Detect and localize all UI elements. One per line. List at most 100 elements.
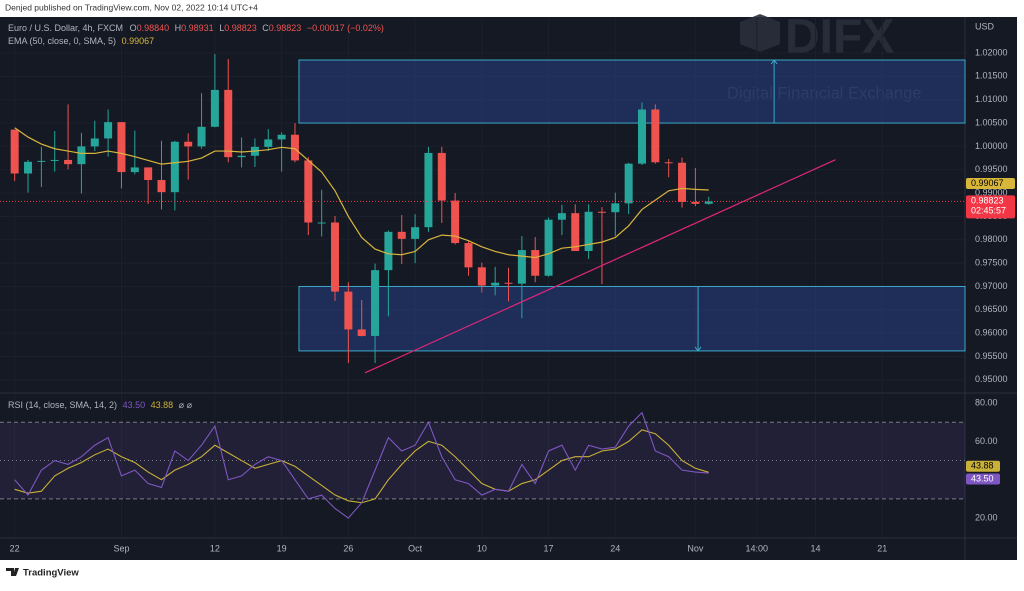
ema-legend: EMA (50, close, 0, SMA, 5) 0.99067 <box>8 36 154 46</box>
ema-tag-label: 0.99067 <box>971 178 1004 188</box>
watermark: DIFX Digital Financial Exchange <box>727 11 921 103</box>
ema-value: 0.99067 <box>122 36 155 46</box>
candle-body <box>424 152 433 228</box>
x-tick-label: 22 <box>10 543 20 553</box>
legend-key: L <box>219 23 224 33</box>
x-tick-label: 19 <box>277 543 287 553</box>
rsi-tag <box>966 473 1000 485</box>
candle-body <box>277 134 286 140</box>
price-tag <box>966 195 1015 219</box>
candle-body <box>557 213 566 220</box>
y-tick-label: 80.00 <box>975 397 998 407</box>
symbol-legend: Euro / U.S. Dollar, 4h, FXCM O0.98840 H0… <box>8 23 384 33</box>
legend-value: 0.98931 <box>181 23 214 33</box>
candle-body <box>584 211 593 251</box>
candle-body <box>317 222 326 224</box>
rsi-value: 43.50 <box>123 400 146 410</box>
x-tick-label: 17 <box>544 543 554 553</box>
candle-body <box>531 250 540 276</box>
candle-body <box>237 155 246 158</box>
rsi-tag <box>966 460 1000 472</box>
candle-body <box>37 160 46 162</box>
candle-body <box>331 222 340 292</box>
candle-body <box>491 282 500 286</box>
y-tick-label: 0.97500 <box>975 258 1008 268</box>
candle-body <box>130 167 139 173</box>
footer-brand: TradingView <box>23 568 79 579</box>
footer-logo <box>6 568 19 576</box>
candle-body <box>397 231 406 239</box>
rsi-ma-value: 43.88 <box>151 400 174 410</box>
candle-body <box>678 162 687 202</box>
publisher: Denjed published on TradingView.com, Nov… <box>5 2 258 12</box>
candle-body <box>357 329 366 336</box>
candle-body <box>144 167 153 181</box>
candle-body <box>157 180 166 193</box>
candle-body <box>597 211 606 213</box>
candle-body <box>437 152 446 201</box>
countdown: 02:45:57 <box>971 206 1006 216</box>
candle-body <box>304 160 313 223</box>
candle-body <box>184 141 193 147</box>
x-tick-label: Oct <box>408 543 423 553</box>
candle-body <box>344 291 353 330</box>
rsi-line <box>14 411 709 519</box>
candle-body <box>384 231 393 271</box>
candle-body <box>571 213 580 251</box>
legend-key: O <box>130 23 137 33</box>
y-tick-label: 1.00000 <box>975 141 1008 151</box>
currency: USD <box>975 21 995 31</box>
y-tick-label: 0.99000 <box>975 187 1008 197</box>
candle-body <box>224 89 233 158</box>
legend-value: 0.98823 <box>269 23 302 33</box>
x-tick-label: 14 <box>811 543 821 553</box>
candle-body <box>371 270 380 336</box>
zone <box>298 59 966 124</box>
price-tag-label: 0.98823 <box>971 196 1004 206</box>
candle-body <box>50 159 59 161</box>
x-tick-label: 21 <box>877 543 887 553</box>
candle-body <box>170 141 179 193</box>
y-tick-label: 1.01500 <box>975 71 1008 81</box>
y-tick-label: 0.96000 <box>975 328 1008 338</box>
candle-body <box>210 89 219 127</box>
x-tick-label: 26 <box>343 543 353 553</box>
x-tick-label: 14:00 <box>746 543 769 553</box>
candle-body <box>77 146 86 165</box>
rsi-tag-label: 43.88 <box>971 461 994 471</box>
candle-body <box>264 139 273 147</box>
rsi-extra: ⌀ ⌀ <box>179 400 193 410</box>
candle-body <box>664 162 673 164</box>
trendline <box>364 159 836 374</box>
y-tick-label: 0.99500 <box>975 164 1008 174</box>
candle-body <box>24 161 33 174</box>
candle-body <box>651 109 660 163</box>
y-tick-label: 0.95500 <box>975 351 1008 361</box>
candle-body <box>464 243 473 268</box>
x-tick-label: 24 <box>610 543 620 553</box>
candle-body <box>704 201 713 204</box>
candle-body <box>611 203 620 213</box>
y-tick-label: 20.00 <box>975 512 998 522</box>
watermark-logo: DIFX <box>785 11 894 64</box>
x-tick-label: Sep <box>113 543 129 553</box>
candle-body <box>517 250 526 284</box>
candle-body <box>637 109 646 164</box>
y-tick-label: 1.00500 <box>975 117 1008 127</box>
candle-body <box>691 201 700 204</box>
symbol: Euro / U.S. Dollar, 4h, FXCM <box>8 23 123 33</box>
y-tick-label: 0.97000 <box>975 281 1008 291</box>
y-tick-label: 0.96500 <box>975 304 1008 314</box>
arrow-head <box>770 59 778 65</box>
x-tick-label: Nov <box>687 543 704 553</box>
legend-value: 0.98823 <box>224 23 257 33</box>
x-tick-label: 12 <box>210 543 220 553</box>
candle-body <box>477 267 486 286</box>
legend-change: −0.00017 (−0.02%) <box>307 23 384 33</box>
ema-name: EMA (50, close, 0, SMA, 5) <box>8 36 116 46</box>
y-tick-label: 0.95000 <box>975 374 1008 384</box>
candle-body <box>504 282 513 284</box>
rsi-name: RSI (14, close, SMA, 14, 2) <box>8 400 117 410</box>
